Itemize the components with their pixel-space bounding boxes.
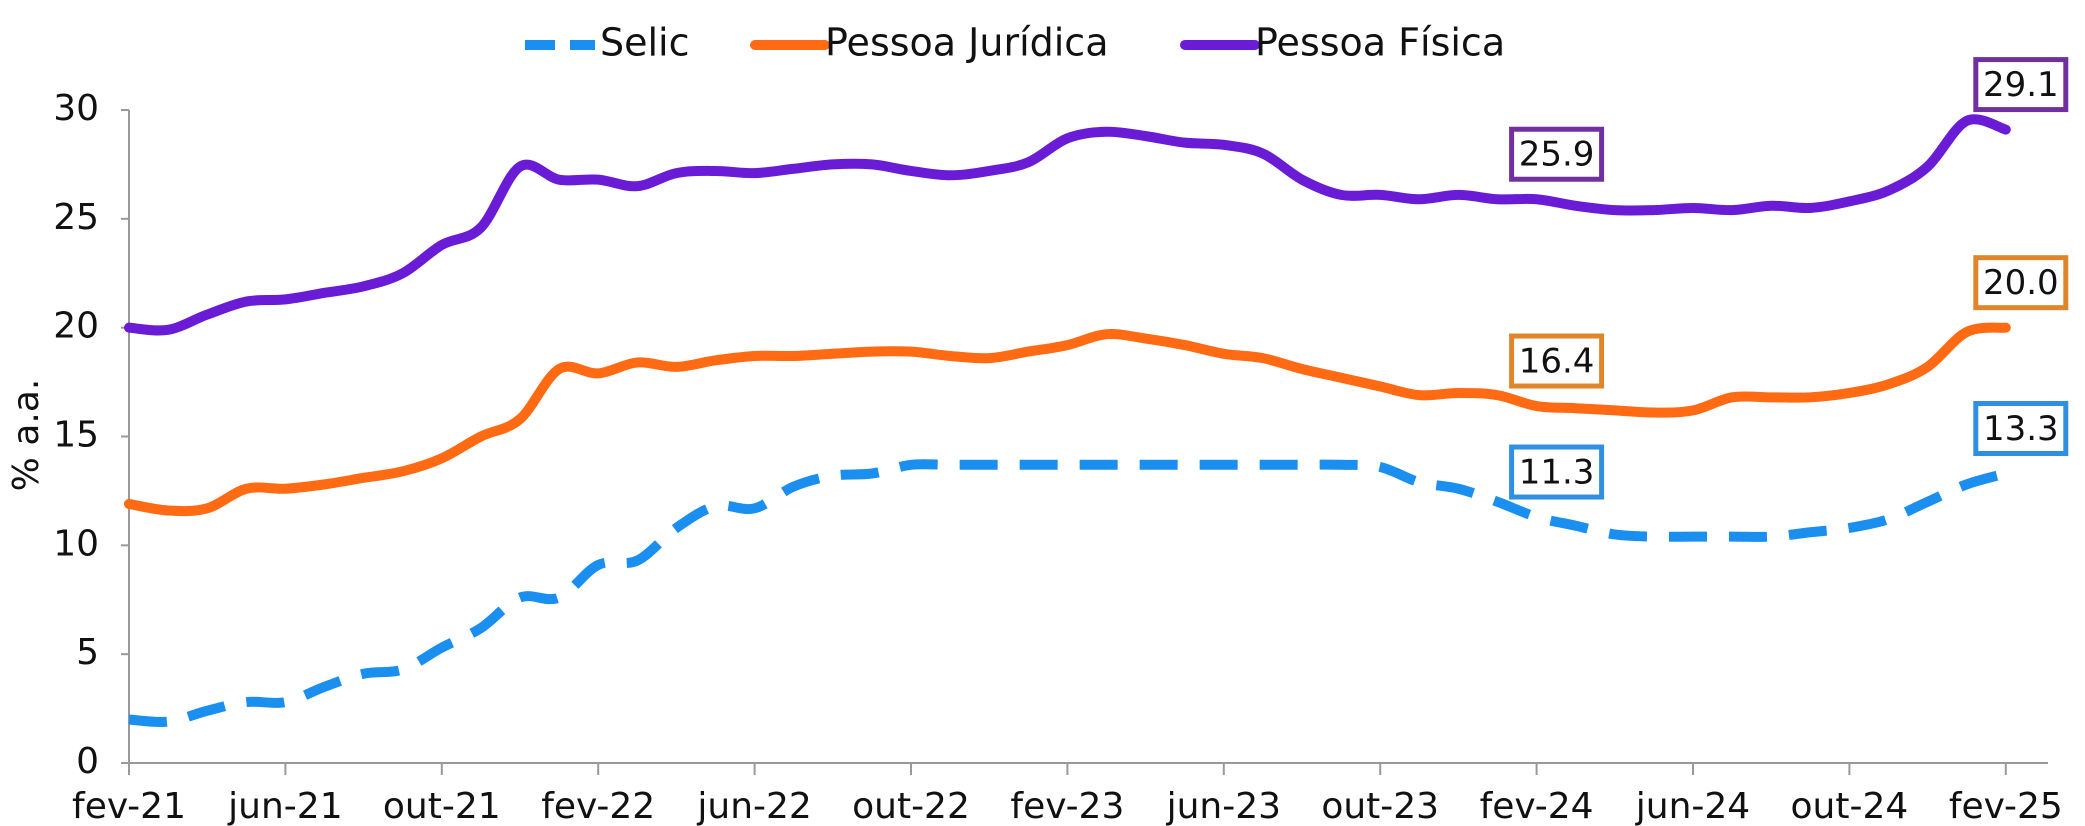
y-tick-label: 5 bbox=[76, 632, 99, 673]
legend-label: Pessoa Jurídica bbox=[825, 21, 1108, 65]
data-label: 13.3 bbox=[1983, 409, 2059, 449]
legend-label: Pessoa Física bbox=[1255, 21, 1505, 65]
data-label: 16.4 bbox=[1519, 342, 1595, 382]
series-line bbox=[124, 322, 2011, 517]
y-tick-label: 30 bbox=[53, 88, 99, 129]
series-line bbox=[128, 459, 2008, 727]
x-tick-label: jun-22 bbox=[696, 786, 811, 826]
x-tick-label: out-24 bbox=[1791, 786, 1909, 826]
x-tick-label: out-23 bbox=[1321, 786, 1439, 826]
x-tick-label: fev-23 bbox=[1010, 786, 1124, 826]
x-tick-label: fev-25 bbox=[1949, 786, 2063, 826]
legend-label: Selic bbox=[600, 21, 690, 65]
y-tick-label: 10 bbox=[53, 523, 99, 564]
y-tick-label: 20 bbox=[53, 306, 99, 347]
data-label: 20.0 bbox=[1983, 263, 2059, 303]
data-label: 29.1 bbox=[1983, 65, 2059, 105]
x-tick-label: fev-21 bbox=[72, 786, 186, 826]
data-label-box bbox=[1509, 444, 1605, 500]
y-axis-title: % a.a. bbox=[6, 379, 47, 492]
data-label: 25.9 bbox=[1519, 135, 1595, 175]
x-tick-label: jun-23 bbox=[1166, 786, 1281, 826]
data-label-box bbox=[1973, 255, 2069, 311]
x-tick-label: fev-24 bbox=[1480, 786, 1594, 826]
data-label-box bbox=[1973, 401, 2069, 457]
x-tick-label: out-22 bbox=[852, 786, 970, 826]
x-tick-label: jun-21 bbox=[227, 786, 342, 826]
y-tick-label: 15 bbox=[53, 415, 99, 456]
data-label-box bbox=[1509, 126, 1605, 182]
series-line bbox=[124, 114, 2011, 336]
data-label: 11.3 bbox=[1519, 453, 1595, 493]
y-tick-label: 25 bbox=[53, 197, 99, 238]
x-tick-label: out-21 bbox=[383, 786, 501, 826]
y-tick-label: 0 bbox=[76, 741, 99, 782]
x-tick-label: fev-22 bbox=[541, 786, 655, 826]
data-label-box bbox=[1973, 57, 2069, 113]
x-tick-label: jun-24 bbox=[1635, 786, 1750, 826]
data-label-box bbox=[1509, 333, 1605, 389]
